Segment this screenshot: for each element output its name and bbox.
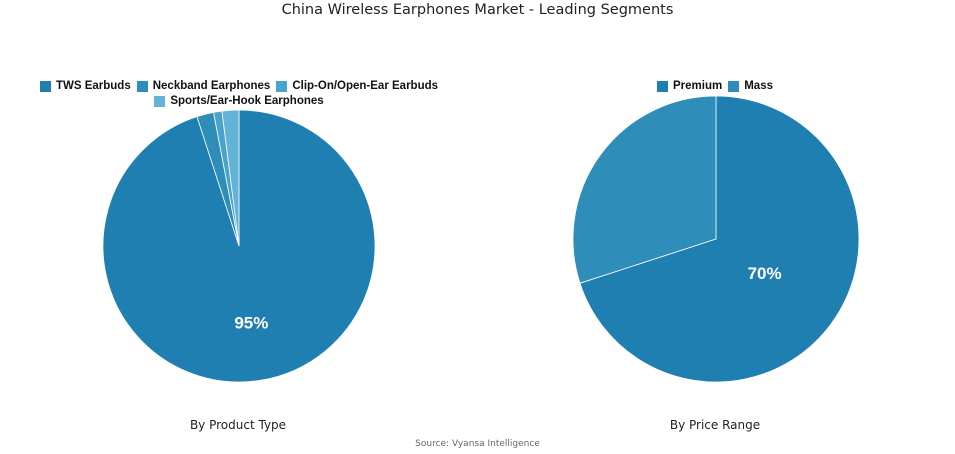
chart-title: China Wireless Earphones Market - Leadin… <box>281 2 674 18</box>
legend-swatch <box>276 80 288 92</box>
legend-swatch <box>657 80 668 92</box>
legend-swatch <box>728 80 740 92</box>
legend-label: Clip-On/Open-Ear Earbuds <box>292 80 439 92</box>
legend-label: Neckband Earphones <box>152 80 271 92</box>
data-label-premium: 70% <box>748 264 782 283</box>
source-note: Source: Vyansa Intelligence <box>415 439 540 449</box>
subtitle-product-type: By Product Type <box>189 418 287 432</box>
legend-item-clip-on-open-ear-earbuds: Clip-On/Open-Ear Earbuds <box>276 80 438 92</box>
legend-label: TWS Earbuds <box>55 80 131 92</box>
legend-item-mass: Mass <box>728 80 773 92</box>
legend-swatch <box>136 80 148 92</box>
subtitle-price-range: By Price Range <box>669 418 761 432</box>
legend-item-sports-ear-hook-earphones: Sports/Ear-Hook Earphones <box>154 95 324 107</box>
legend-item-premium: Premium <box>657 80 722 92</box>
legend-item-tws-earbuds: TWS Earbuds <box>39 80 131 92</box>
legend-label: Sports/Ear-Hook Earphones <box>170 95 324 107</box>
legend-swatch <box>39 80 51 92</box>
legend-label: Mass <box>744 80 773 92</box>
legend-item-neckband-earphones: Neckband Earphones <box>136 80 271 92</box>
legend-label: Premium <box>673 80 723 92</box>
legend-swatch <box>154 95 166 107</box>
data-label-tws-earbuds: 95% <box>234 313 268 332</box>
pie-slice-mass <box>572 95 717 284</box>
pie-slice-premium <box>579 95 860 383</box>
legend-price-range: Premium Mass <box>620 80 810 92</box>
pie-slice-sports-ear-hook-earphones <box>221 109 240 247</box>
legend-product-type: TWS Earbuds Neckband Earphones Clip-On/Ope… <box>35 80 443 107</box>
